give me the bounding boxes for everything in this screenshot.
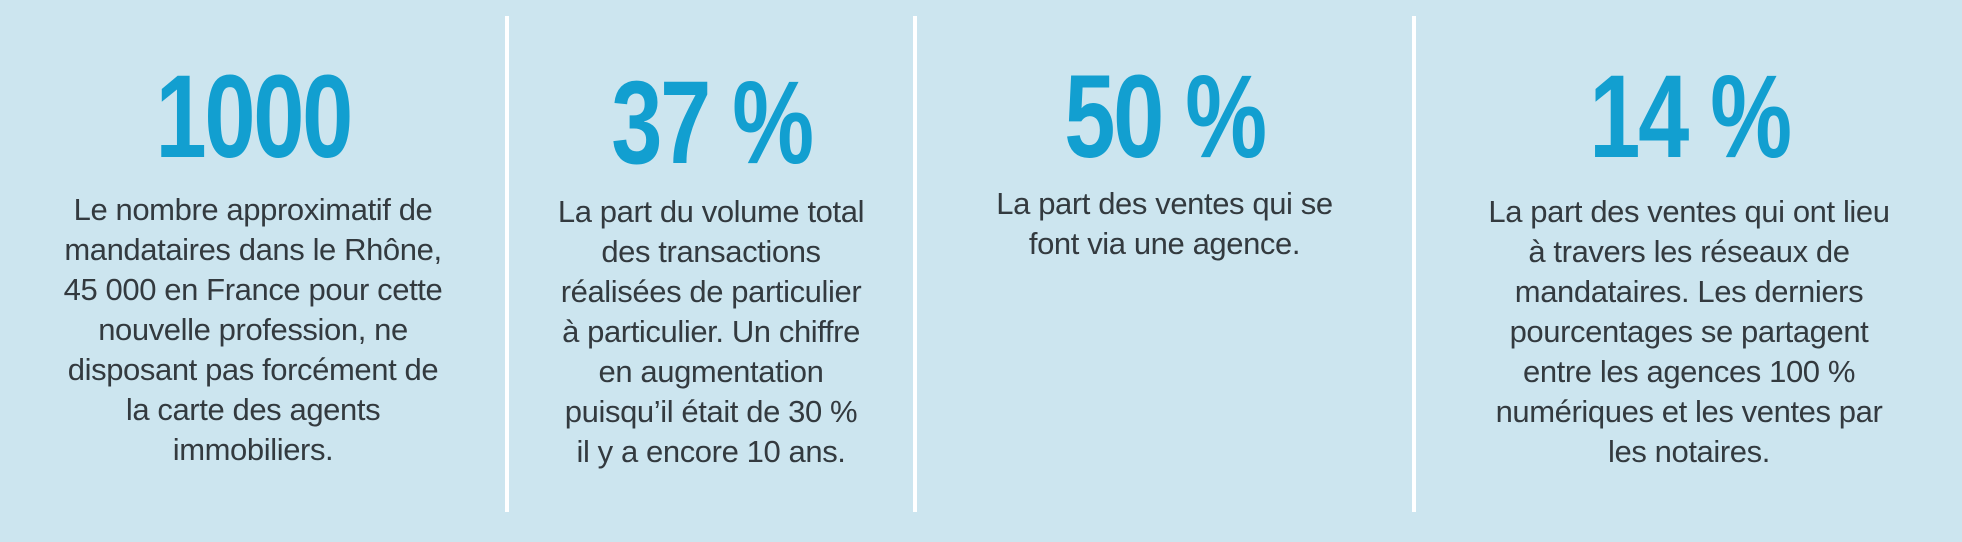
stat-description: La part du volume total des transactions… [557,194,865,469]
stat-panel-2: 37 % La part du volume total des transac… [509,0,913,542]
stat-panel-3: 50 % La part des ventes qui se font via … [917,0,1412,542]
stat-description: La part des ventes qui ont lieu à traver… [1488,194,1890,469]
divider [505,16,509,512]
stat-description: La part des ventes qui se font via une a… [996,186,1333,261]
stat-value: 50 % [1064,51,1267,183]
divider [913,16,917,512]
stat-panel-1: 1000 Le nombre approximatif de mandatair… [0,0,506,542]
stat-description: Le nombre approximatif de mandataires da… [63,192,443,467]
stat-value: 14 % [1588,51,1792,183]
stat-value: 1000 [155,51,353,183]
stat-value: 37 % [610,57,814,189]
divider [1412,16,1416,512]
stat-panel-4: 14 % La part des ventes qui ont lieu à t… [1416,0,1962,542]
